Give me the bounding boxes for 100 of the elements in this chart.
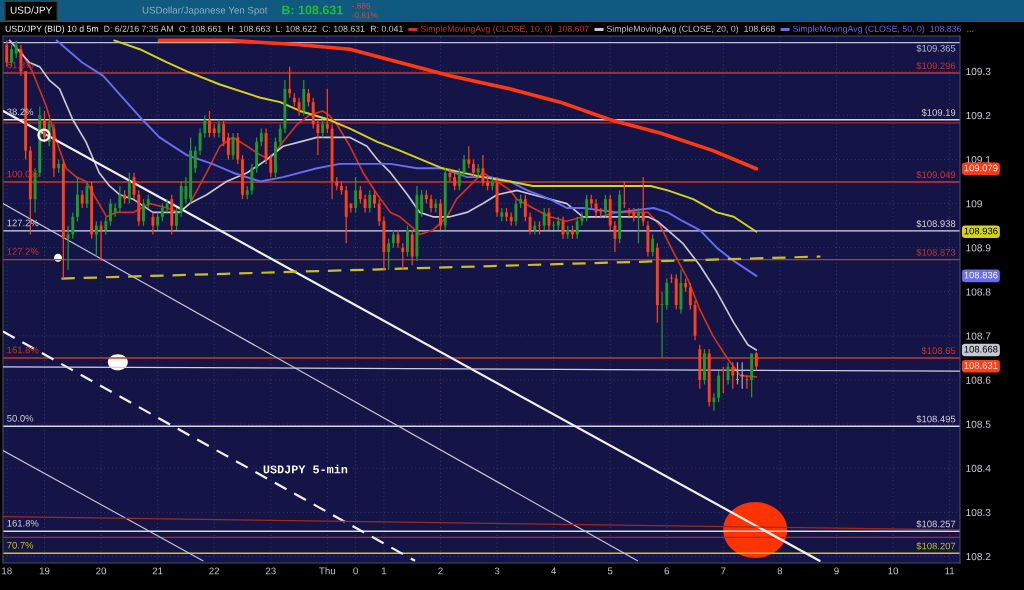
text: O: 108.661	[179, 25, 222, 32]
candlestick	[457, 167, 461, 191]
candlestick	[670, 273, 673, 284]
y-tick-label: 109.1	[966, 156, 991, 164]
candlestick	[665, 277, 669, 311]
candlestick	[387, 238, 391, 271]
ref-line-label: $108.938	[916, 219, 956, 228]
candlestick	[406, 225, 409, 258]
candlestick	[528, 211, 532, 236]
ref-line-label: $108.65	[921, 346, 956, 355]
candlestick	[118, 185, 122, 214]
candlestick	[325, 88, 329, 134]
annotation: 108.668	[964, 345, 998, 353]
candlestick	[316, 119, 320, 156]
x-tick-label: 22	[209, 567, 220, 575]
candlestick	[165, 198, 169, 214]
candlestick	[373, 189, 376, 209]
x-tick-label: 5	[607, 567, 613, 575]
y-tick-label: 108.8	[966, 288, 991, 296]
x-tick-label: 18	[2, 567, 12, 575]
y-tick-label: 109.2	[966, 111, 991, 120]
text: 108.668	[744, 25, 775, 32]
candlestick	[302, 79, 306, 117]
candlestick	[269, 154, 273, 178]
candlestick	[736, 361, 739, 386]
x-tick-label: 21	[152, 567, 163, 575]
candlestick	[401, 242, 405, 271]
candlestick	[571, 225, 574, 240]
annotation: 108.631	[964, 362, 998, 369]
ref-line-label: $108.207	[916, 542, 956, 550]
candlestick	[542, 207, 546, 231]
candlestick	[203, 114, 207, 139]
candlestick	[250, 163, 254, 196]
candlestick	[410, 229, 414, 266]
candlestick	[561, 216, 565, 240]
ref-line-label: $108.495	[916, 415, 956, 423]
candlestick	[514, 198, 518, 227]
y-tick-label: 109	[966, 200, 982, 208]
candlestick	[236, 132, 240, 165]
y-tick-label: 108.4	[966, 464, 991, 472]
ref-line-label: $108.873	[916, 248, 956, 257]
candlestick	[142, 198, 145, 227]
annotation: USDJPY 5-min	[263, 464, 348, 474]
candlestick	[538, 220, 541, 236]
ref-line-label: $109.296	[916, 62, 956, 70]
candlestick	[637, 207, 640, 244]
legend-label: SimpleMovingAvg (CLOSE, 50, 0)	[793, 25, 925, 34]
candlestick	[585, 194, 589, 222]
candlestick	[523, 194, 527, 222]
x-tick-label: 9	[834, 567, 839, 575]
x-tick-label: 2	[438, 567, 443, 575]
text: H: 108.663	[228, 25, 270, 32]
chart-title: USDollar/Japanese Yen Spot	[142, 6, 268, 16]
candlestick	[754, 351, 758, 371]
chart-subtitle: USD/JPY (BID) 10 d 5m	[5, 25, 99, 34]
x-tick-label: 19	[39, 567, 50, 575]
ref-line-label: $109.049	[916, 170, 956, 179]
candlestick	[651, 233, 655, 258]
x-tick-label: 3	[494, 567, 500, 575]
candlestick	[575, 216, 579, 240]
x-tick-label: 11	[945, 567, 955, 575]
candlestick	[278, 123, 282, 147]
candlestick	[472, 158, 475, 178]
x-tick-label: 8	[777, 567, 783, 575]
candlestick	[745, 374, 749, 390]
text: ...	[967, 30, 974, 32]
x-tick-label: 23	[265, 567, 276, 575]
candlestick	[99, 220, 103, 262]
candlestick	[311, 97, 315, 130]
candlestick	[462, 154, 466, 178]
text: B: 108.631	[282, 5, 343, 15]
text: D: 6/2/16 7:35 AM	[104, 25, 173, 32]
x-tick-label: 10	[888, 567, 899, 575]
candlestick	[580, 211, 584, 227]
y-tick-label: 108.7	[966, 332, 991, 340]
annotation: 161.8%	[7, 346, 39, 354]
annotation: 127.2%	[7, 248, 39, 255]
candlestick	[481, 154, 485, 187]
candlestick	[340, 180, 343, 196]
candlestick	[712, 392, 716, 412]
x-tick-label: 7	[721, 567, 726, 575]
x-tick-label: 0	[353, 567, 358, 575]
candlestick	[467, 145, 471, 169]
candlestick	[547, 207, 551, 231]
text: USD/JPY	[10, 6, 53, 14]
candlestick	[208, 110, 211, 139]
candlestick	[717, 370, 721, 403]
text: -0.81%	[351, 12, 378, 19]
y-tick-label: 108.9	[966, 244, 991, 252]
candlestick	[613, 220, 617, 253]
candlestick	[688, 282, 692, 311]
legend-label: SimpleMovingAvg (CLOSE, 20, 0)	[606, 25, 739, 34]
x-tick-label: 6	[664, 567, 670, 575]
candlestick	[85, 180, 89, 209]
candlestick	[198, 127, 202, 156]
candlestick	[193, 145, 197, 174]
x-tick-label: 20	[96, 567, 107, 575]
y-tick-label: 108.2	[966, 552, 991, 561]
candlestick	[109, 198, 112, 227]
candlestick	[354, 176, 358, 214]
